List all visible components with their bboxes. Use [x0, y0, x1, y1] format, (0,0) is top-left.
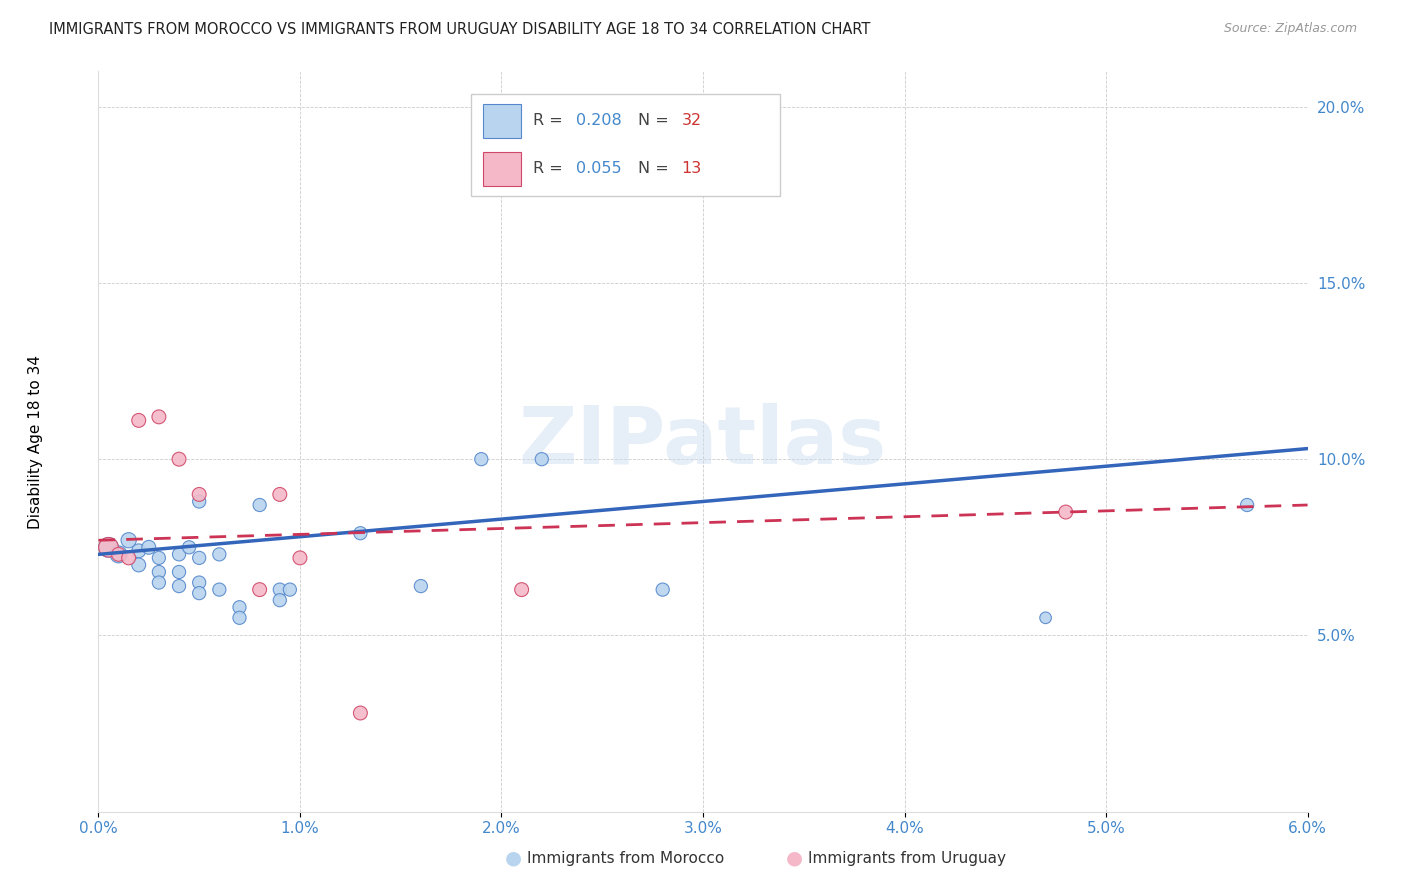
Point [349, 706, 371, 720]
Text: 0.208: 0.208 [576, 113, 621, 128]
Point [249, 498, 271, 512]
Text: R =: R = [533, 161, 568, 176]
Text: N =: N = [638, 161, 673, 176]
Text: ●: ● [786, 848, 803, 868]
Point [510, 582, 533, 597]
Point [269, 487, 291, 501]
Point [269, 582, 291, 597]
Point [128, 558, 150, 572]
Point [1236, 498, 1258, 512]
Point [148, 409, 170, 424]
Point [470, 452, 492, 467]
Point [188, 575, 211, 590]
Text: 32: 32 [682, 113, 702, 128]
Point [128, 544, 150, 558]
Point [138, 541, 160, 555]
Point [1054, 505, 1077, 519]
Point [228, 611, 250, 625]
Point [118, 550, 141, 565]
Point [188, 550, 211, 565]
Point [107, 547, 129, 561]
Point [167, 565, 190, 579]
Point [409, 579, 432, 593]
Text: N =: N = [638, 113, 673, 128]
Point [208, 582, 231, 597]
Point [128, 413, 150, 427]
Point [530, 452, 553, 467]
Point [148, 565, 170, 579]
Bar [484, 104, 520, 137]
Text: Source: ZipAtlas.com: Source: ZipAtlas.com [1223, 22, 1357, 36]
Point [249, 582, 271, 597]
Point [651, 582, 673, 597]
Text: ZIPatlas: ZIPatlas [519, 402, 887, 481]
Point [1035, 611, 1057, 625]
Bar [484, 153, 520, 186]
Text: 0.055: 0.055 [576, 161, 621, 176]
Y-axis label: Disability Age 18 to 34: Disability Age 18 to 34 [28, 354, 42, 529]
Point [278, 582, 301, 597]
Point [148, 550, 170, 565]
Point [208, 547, 231, 561]
Text: ●: ● [505, 848, 522, 868]
Point [188, 586, 211, 600]
Point [167, 579, 190, 593]
Point [148, 575, 170, 590]
Point [167, 547, 190, 561]
Point [179, 541, 201, 555]
Text: IMMIGRANTS FROM MOROCCO VS IMMIGRANTS FROM URUGUAY DISABILITY AGE 18 TO 34 CORRE: IMMIGRANTS FROM MOROCCO VS IMMIGRANTS FR… [49, 22, 870, 37]
Point [118, 533, 141, 548]
Point [188, 487, 211, 501]
Point [288, 550, 311, 565]
Point [228, 600, 250, 615]
Point [107, 547, 129, 561]
Text: Immigrants from Morocco: Immigrants from Morocco [527, 851, 724, 865]
Point [349, 526, 371, 541]
Text: R =: R = [533, 113, 568, 128]
Point [269, 593, 291, 607]
Point [167, 452, 190, 467]
Text: 13: 13 [682, 161, 702, 176]
Text: Immigrants from Uruguay: Immigrants from Uruguay [808, 851, 1007, 865]
Point [97, 541, 120, 555]
Point [188, 494, 211, 508]
Point [97, 541, 120, 555]
